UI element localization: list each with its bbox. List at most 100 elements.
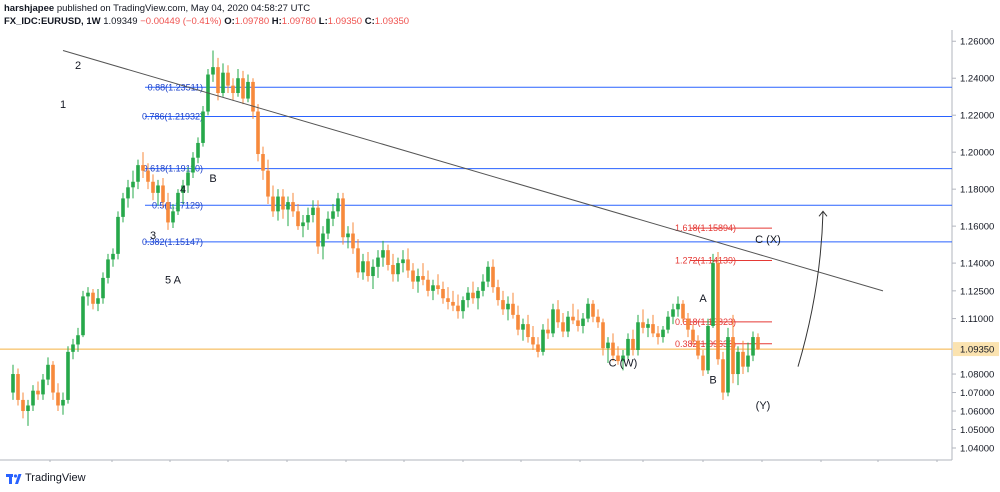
candle-body bbox=[131, 181, 135, 188]
y-tick-label: 1.22000 bbox=[960, 111, 994, 122]
symbol-label[interactable]: FX_IDC:EURUSD, 1W bbox=[4, 16, 101, 27]
candle-body bbox=[456, 305, 460, 312]
wave-label: 1 bbox=[60, 99, 66, 111]
price-chart[interactable]: 0.88(1.23511) 0.786(1.21932) 0.618(1.19110… bbox=[0, 30, 1000, 476]
candle-body bbox=[411, 270, 415, 282]
wave-label: 2 bbox=[75, 60, 81, 72]
close-value: 1.09350 bbox=[374, 16, 410, 27]
candle-body bbox=[246, 81, 250, 99]
y-tick-label: 1.08000 bbox=[960, 370, 994, 381]
wave-label: B bbox=[709, 374, 716, 386]
footer: TradingView bbox=[0, 470, 200, 490]
candle-body bbox=[316, 207, 320, 247]
candle-body bbox=[46, 364, 50, 380]
candle-body bbox=[11, 374, 15, 393]
candle-body bbox=[571, 316, 575, 321]
publisher-username[interactable]: harshjapee bbox=[4, 3, 55, 14]
y-tick-label: 1.20000 bbox=[960, 148, 994, 159]
candle-body bbox=[426, 279, 430, 291]
candle-body bbox=[681, 303, 685, 319]
candle-body bbox=[416, 276, 420, 282]
wave-label: C (X) bbox=[755, 234, 781, 246]
candle-body bbox=[636, 322, 640, 351]
candle-body bbox=[91, 292, 95, 304]
wave-label: C (W) bbox=[609, 358, 638, 370]
candle-body bbox=[601, 322, 605, 349]
candle-body bbox=[406, 259, 410, 271]
candle-body bbox=[621, 355, 625, 362]
candle-body bbox=[166, 202, 170, 223]
extension-level-label: 0.618(1.10823) bbox=[675, 317, 736, 327]
publisher-line: harshjapee published on TradingView.com,… bbox=[4, 2, 704, 15]
wave-label: 3 bbox=[150, 230, 156, 242]
candle-body bbox=[171, 211, 175, 223]
wave-label: B bbox=[209, 173, 216, 185]
y-tick-label: 1.09350 bbox=[960, 345, 994, 356]
candle-body bbox=[651, 324, 655, 334]
candle-body bbox=[331, 211, 335, 219]
candle-body bbox=[341, 198, 345, 238]
candle-body bbox=[731, 337, 735, 375]
candle-body bbox=[386, 250, 390, 265]
price-change: −0.00449 (−0.41%) bbox=[140, 16, 222, 27]
candle-body bbox=[541, 329, 545, 352]
open-label: O: bbox=[224, 16, 235, 27]
y-tick-label: 1.11000 bbox=[960, 314, 994, 325]
extension-level-label: 0.382(1.09636) bbox=[675, 339, 736, 349]
candle-body bbox=[486, 266, 490, 282]
candle-body bbox=[501, 300, 505, 310]
candle-body bbox=[71, 344, 75, 352]
candle-body bbox=[696, 340, 700, 356]
candle-body bbox=[231, 85, 235, 94]
candle-body bbox=[491, 266, 495, 288]
candle-body bbox=[496, 287, 500, 301]
candle-body bbox=[326, 218, 330, 234]
candle-body bbox=[86, 292, 90, 297]
candle-body bbox=[711, 263, 715, 326]
candle-body bbox=[631, 338, 635, 351]
y-tick-label: 1.16000 bbox=[960, 222, 994, 233]
tradingview-brand[interactable]: TradingView bbox=[25, 472, 86, 484]
candle-body bbox=[276, 196, 280, 212]
wave-label: 4 bbox=[180, 184, 186, 196]
candle-body bbox=[136, 165, 140, 182]
published-info: published on TradingView.com, May 04, 20… bbox=[56, 3, 311, 14]
candle-body bbox=[431, 285, 435, 291]
candle-body bbox=[336, 198, 340, 212]
y-tick-label: 1.05000 bbox=[960, 425, 994, 436]
candle-body bbox=[471, 292, 475, 299]
candle-body bbox=[291, 202, 295, 212]
candle-body bbox=[346, 233, 350, 238]
extension-level-label: 1.272(1.14139) bbox=[675, 256, 736, 266]
candle-body bbox=[356, 248, 360, 273]
candle-body bbox=[306, 215, 310, 223]
tradingview-logo-icon bbox=[6, 474, 22, 484]
candle-body bbox=[441, 288, 445, 299]
candle-body bbox=[706, 325, 710, 371]
candle-body bbox=[591, 303, 595, 317]
candle-body bbox=[126, 187, 130, 199]
extension-level-label: 1.618(1.15894) bbox=[675, 223, 736, 233]
y-tick-label: 1.04000 bbox=[960, 444, 994, 455]
candle-body bbox=[721, 359, 725, 393]
candle-body bbox=[361, 261, 365, 273]
candles bbox=[11, 50, 760, 426]
candle-body bbox=[151, 181, 155, 193]
candle-body bbox=[36, 390, 40, 395]
chart-canvas[interactable]: 0.88(1.23511) 0.786(1.21932) 0.618(1.19110… bbox=[0, 30, 1000, 476]
candle-body bbox=[161, 185, 165, 203]
candle-body bbox=[256, 111, 260, 155]
low-value: 1.09350 bbox=[327, 16, 363, 27]
candle-body bbox=[56, 392, 60, 406]
axes bbox=[0, 30, 953, 461]
candle-body bbox=[546, 329, 550, 334]
candle-body bbox=[451, 301, 455, 306]
candle-body bbox=[461, 300, 465, 312]
candle-body bbox=[226, 72, 230, 86]
projection-arrow-head bbox=[818, 210, 828, 217]
candle-body bbox=[76, 335, 80, 345]
candle-body bbox=[81, 296, 85, 336]
y-tick-label: 1.14000 bbox=[960, 259, 994, 270]
low-label: L: bbox=[318, 16, 328, 27]
candle-body bbox=[101, 277, 105, 299]
